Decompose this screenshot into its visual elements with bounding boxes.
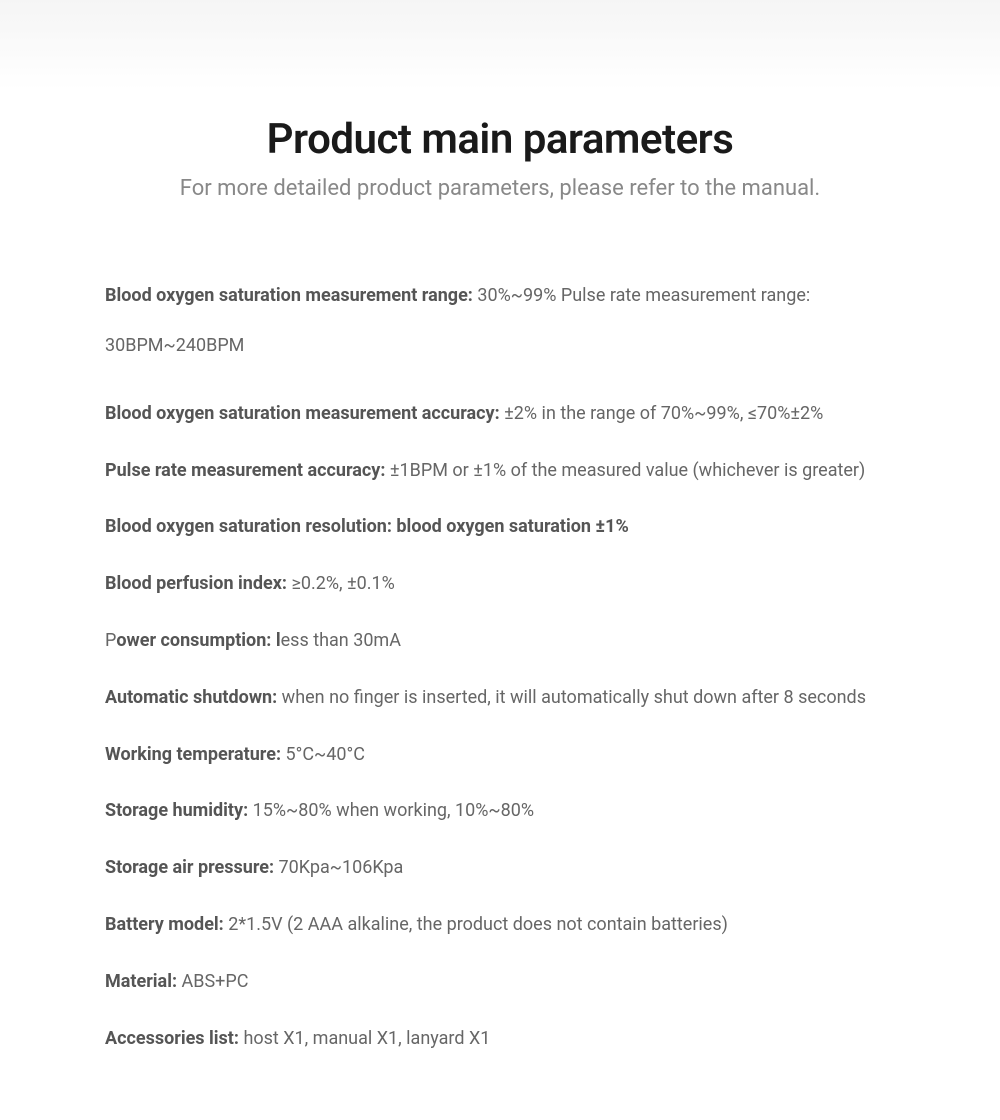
- param-label: Blood oxygen saturation measurement rang…: [105, 285, 477, 306]
- param-row: Automatic shutdown: when no finger is in…: [105, 684, 940, 713]
- param-row: Blood oxygen saturation resolution: bloo…: [105, 513, 940, 542]
- param-value: ess than 30mA: [281, 630, 401, 651]
- page-subtitle: For more detailed product parameters, pl…: [0, 176, 1000, 201]
- param-label: Accessories list:: [105, 1028, 243, 1049]
- param-label: Blood perfusion index:: [105, 573, 291, 594]
- param-label: ower consumption: l: [116, 630, 280, 651]
- param-row: Blood oxygen saturation measurement rang…: [105, 271, 940, 372]
- param-value: 5°C~40°C: [286, 744, 365, 765]
- param-row: Storage air pressure: 70Kpa~106Kpa: [105, 854, 940, 883]
- param-row: Storage humidity: 15%~80% when working, …: [105, 797, 940, 826]
- param-label: Battery model:: [105, 914, 228, 935]
- param-label: Storage air pressure:: [105, 857, 279, 878]
- param-row: Working temperature: 5°C~40°C: [105, 741, 940, 770]
- param-label: Working temperature:: [105, 744, 286, 765]
- param-row: Blood perfusion index: ≥0.2%, ±0.1%: [105, 570, 940, 599]
- param-label: Storage humidity:: [105, 800, 253, 821]
- param-value: 15%~80% when working, 10%~80%: [253, 800, 534, 821]
- param-row: Blood oxygen saturation measurement accu…: [105, 400, 940, 429]
- param-value: ±2% in the range of 70%~99%, ≤70%±2%: [504, 403, 823, 424]
- param-value: 70Kpa~106Kpa: [279, 857, 404, 878]
- param-label-prefix: P: [105, 630, 116, 651]
- param-value: ABS+PC: [182, 971, 249, 992]
- param-label: Automatic shutdown:: [105, 687, 282, 708]
- param-row: Material: ABS+PC: [105, 968, 940, 997]
- param-label: Material:: [105, 971, 182, 992]
- page-title: Product main parameters: [0, 115, 1000, 164]
- parameters-list: Blood oxygen saturation measurement rang…: [0, 271, 1000, 1053]
- param-row: Accessories list: host X1, manual X1, la…: [105, 1025, 940, 1054]
- param-row: Battery model: 2*1.5V (2 AAA alkaline, t…: [105, 911, 940, 940]
- param-row: Pulse rate measurement accuracy: ±1BPM o…: [105, 457, 940, 486]
- param-label: Pulse rate measurement accuracy:: [105, 460, 390, 481]
- param-value: ≥0.2%, ±0.1%: [291, 573, 394, 594]
- param-value: when no finger is inserted, it will auto…: [282, 687, 866, 708]
- param-label: Blood oxygen saturation resolution: bloo…: [105, 516, 629, 537]
- header-section: Product main parameters For more detaile…: [0, 115, 1000, 201]
- param-value: 2*1.5V (2 AAA alkaline, the product does…: [228, 914, 728, 935]
- param-row: Power consumption: less than 30mA: [105, 627, 940, 656]
- param-value: host X1, manual X1, lanyard X1: [243, 1028, 490, 1049]
- param-label: Blood oxygen saturation measurement accu…: [105, 403, 504, 424]
- param-value: ±1BPM or ±1% of the measured value (whic…: [390, 460, 865, 481]
